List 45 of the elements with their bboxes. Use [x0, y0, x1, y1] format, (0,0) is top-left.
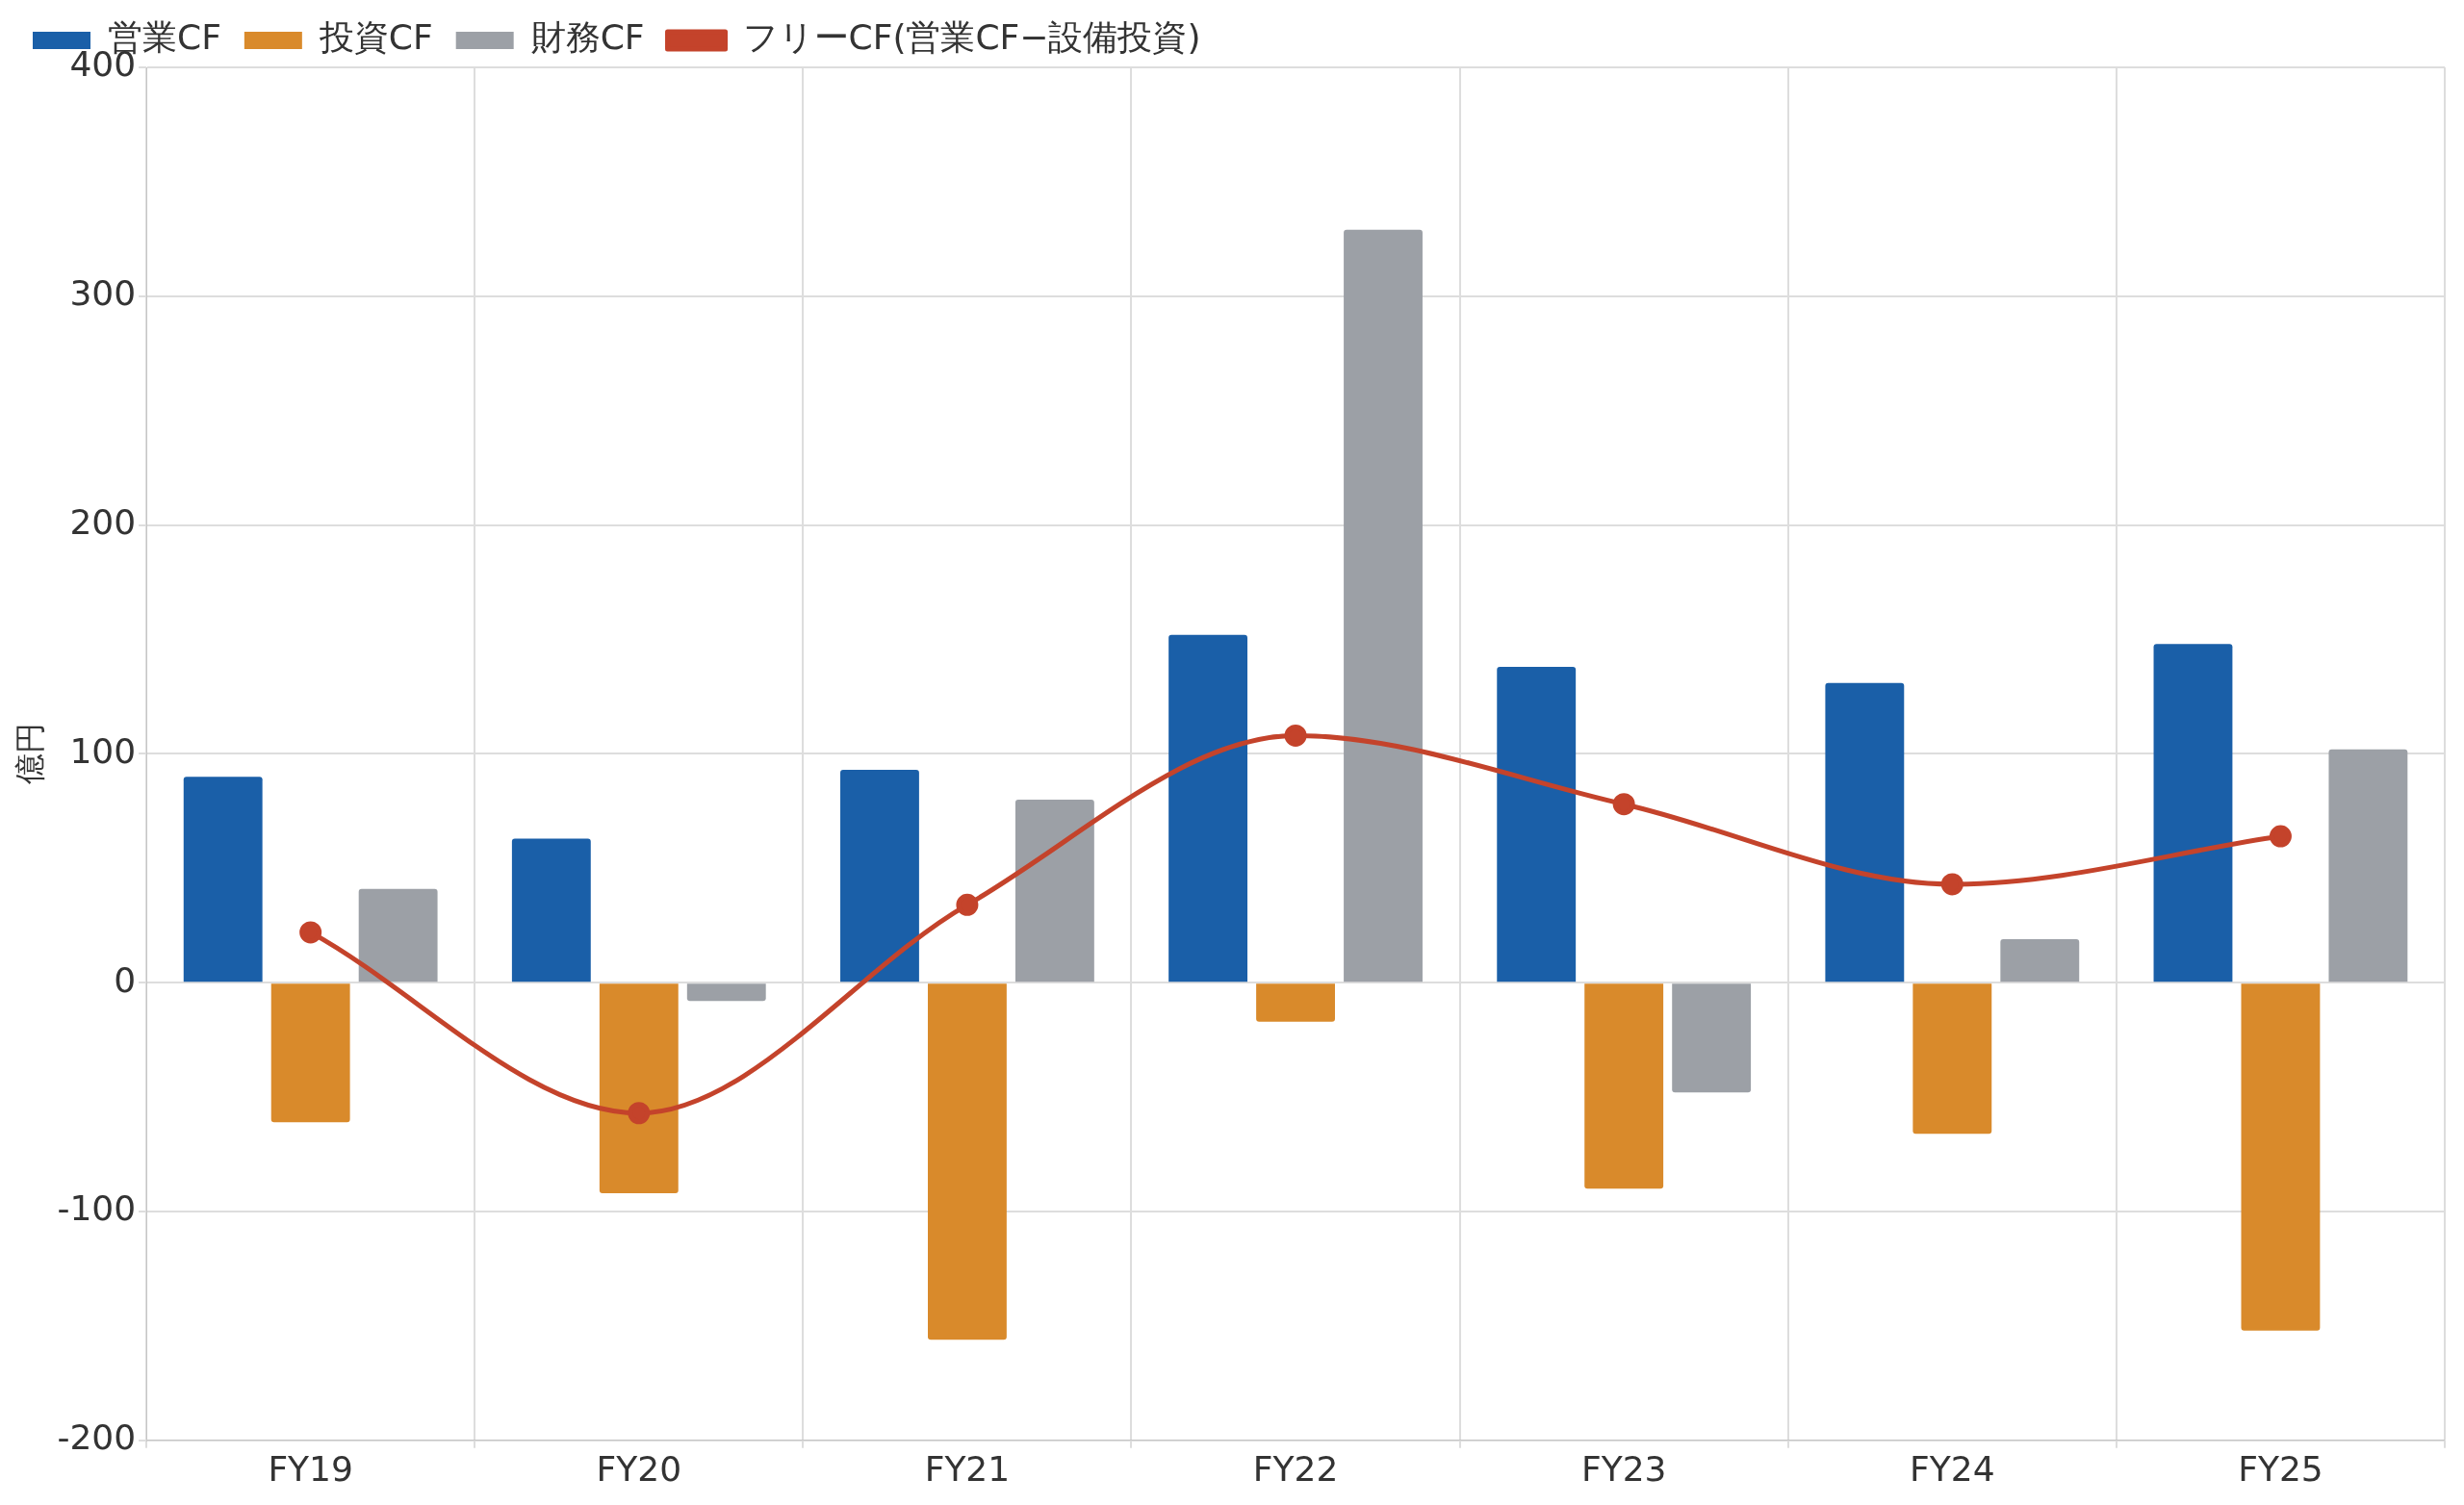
- bar: [1825, 682, 1905, 982]
- point: [2269, 825, 2292, 848]
- x-tick-label: FY22: [1252, 1448, 1339, 1489]
- bar: [358, 888, 438, 982]
- bar: [1344, 229, 1423, 982]
- legend-label: フリーCF(営業CF−設備投資): [742, 17, 1201, 58]
- bar: [927, 983, 1007, 1340]
- x-tick-label: FY24: [1910, 1448, 1995, 1489]
- bar: [1672, 983, 1752, 1093]
- x-tick-label: FY23: [1580, 1448, 1667, 1489]
- bar: [2000, 939, 2080, 982]
- x-tick-label: FY20: [596, 1448, 682, 1489]
- bar: [840, 770, 919, 982]
- y-tick-label: -100: [57, 1188, 137, 1229]
- y-tick-label: -200: [57, 1417, 137, 1458]
- bar: [2153, 644, 2233, 982]
- point: [1940, 873, 1964, 896]
- bar: [599, 983, 679, 1193]
- legend-label: 投資CF: [318, 17, 433, 58]
- y-tick-label: 200: [69, 501, 137, 542]
- bar: [270, 983, 350, 1123]
- bar: [1912, 983, 1992, 1135]
- y-axis-title: 億円: [11, 723, 48, 785]
- point: [299, 921, 322, 944]
- y-tick-label: 300: [69, 273, 137, 314]
- bar: [2241, 983, 2321, 1331]
- y-tick-label: 100: [69, 730, 137, 771]
- legend-label: 財務CF: [530, 17, 645, 58]
- bar: [1497, 667, 1577, 982]
- point: [956, 893, 979, 916]
- point: [1284, 724, 1307, 747]
- bar: [686, 983, 766, 1002]
- bar: [511, 838, 591, 982]
- bar: [1584, 983, 1664, 1189]
- bar: [1168, 634, 1248, 982]
- bar: [2328, 749, 2408, 982]
- x-tick-label: FY25: [2238, 1448, 2323, 1489]
- point: [628, 1102, 651, 1125]
- bar: [1256, 983, 1335, 1022]
- point: [1612, 793, 1635, 816]
- x-tick-label: FY21: [924, 1448, 1011, 1489]
- x-tick-label: FY19: [268, 1448, 353, 1489]
- bar: [1014, 799, 1094, 982]
- y-tick-label: 0: [114, 959, 137, 1000]
- bar: [183, 777, 263, 982]
